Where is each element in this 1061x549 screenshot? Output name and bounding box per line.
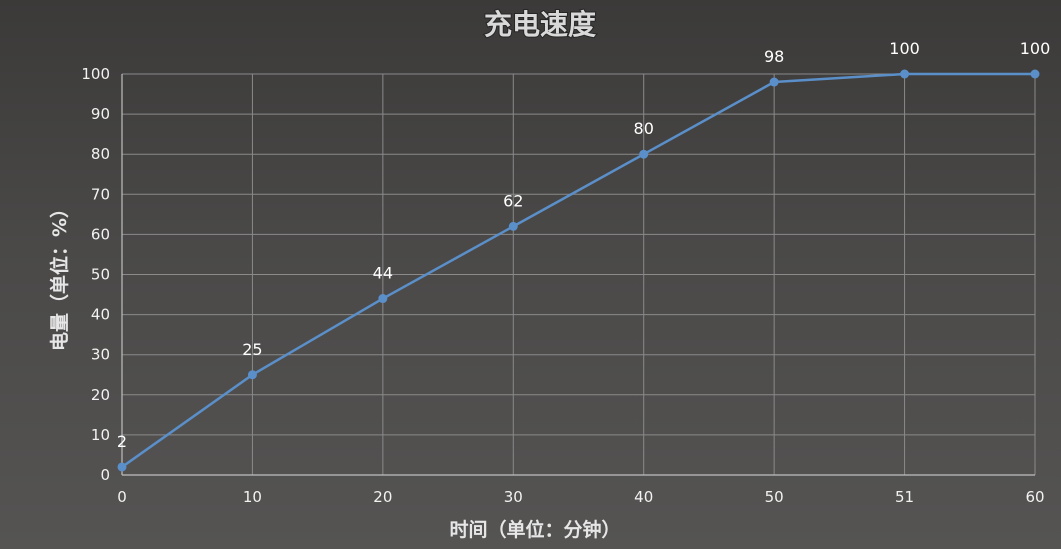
data-labels: 2 25 44 62 80 98 100 100 xyxy=(117,39,1050,451)
data-label: 62 xyxy=(503,191,523,210)
data-point xyxy=(118,462,127,471)
y-tick-label: 50 xyxy=(91,266,110,284)
data-label: 2 xyxy=(117,432,127,451)
y-tick-label: 100 xyxy=(81,65,110,83)
y-tick-label: 80 xyxy=(91,145,110,163)
y-tick-label: 60 xyxy=(91,225,110,243)
x-tick-label: 40 xyxy=(634,488,653,506)
series-line-path xyxy=(122,74,1035,467)
data-point xyxy=(509,222,518,231)
data-point xyxy=(639,150,648,159)
x-tick-label: 50 xyxy=(765,488,784,506)
y-tick-label: 0 xyxy=(100,466,110,484)
x-tick-label: 51 xyxy=(895,488,914,506)
y-tick-label: 10 xyxy=(91,426,110,444)
x-tick-label: 20 xyxy=(373,488,392,506)
grid xyxy=(122,74,1035,475)
data-point xyxy=(770,78,779,87)
data-label: 25 xyxy=(242,340,262,359)
y-tick-label: 20 xyxy=(91,386,110,404)
y-axis-title: 电量（单位：%） xyxy=(48,199,71,351)
data-label: 44 xyxy=(373,264,393,283)
data-label: 100 xyxy=(1020,39,1051,58)
x-tick-label: 30 xyxy=(504,488,523,506)
data-label: 98 xyxy=(764,47,784,66)
y-tick-label: 70 xyxy=(91,185,110,203)
data-label: 100 xyxy=(889,39,920,58)
y-tick-label: 90 xyxy=(91,105,110,123)
data-point xyxy=(1031,70,1040,79)
x-tick-label: 10 xyxy=(243,488,262,506)
x-tick-label: 60 xyxy=(1025,488,1044,506)
y-tick-label: 40 xyxy=(91,306,110,324)
x-tick-label: 0 xyxy=(117,488,127,506)
axes: 0 10 20 30 40 50 60 70 80 90 100 0 10 20 30 40 50 51 60 xyxy=(81,65,1044,506)
series-line xyxy=(118,70,1040,472)
data-point xyxy=(378,294,387,303)
data-point xyxy=(900,70,909,79)
data-label: 80 xyxy=(634,119,654,138)
data-point xyxy=(248,370,257,379)
x-axis-title: 时间（单位：分钟） xyxy=(449,518,620,541)
chart-title: 充电速度 xyxy=(484,8,596,41)
y-tick-label: 30 xyxy=(91,346,110,364)
